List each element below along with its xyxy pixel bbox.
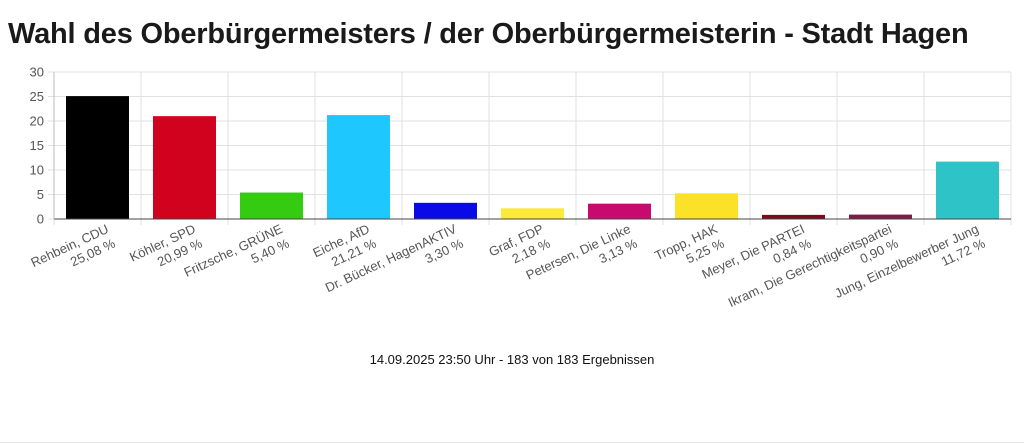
bar bbox=[588, 203, 651, 219]
y-tick-label: 5 bbox=[37, 187, 44, 202]
y-tick-label: 15 bbox=[30, 138, 44, 153]
bar bbox=[675, 193, 738, 219]
bar bbox=[936, 161, 999, 219]
bar bbox=[66, 96, 129, 219]
bar bbox=[153, 116, 216, 219]
bar bbox=[327, 115, 390, 219]
bar bbox=[849, 214, 912, 219]
chart-title: Wahl des Oberbürgermeisters / der Oberbü… bbox=[8, 18, 969, 50]
y-tick-label: 30 bbox=[30, 65, 44, 80]
x-tick-label: Ikram, Die Gerechtigkeitspartei bbox=[726, 221, 894, 310]
y-tick-label: 10 bbox=[30, 163, 44, 178]
y-tick-label: 0 bbox=[37, 212, 44, 227]
bar bbox=[414, 202, 477, 219]
y-tick-label: 25 bbox=[30, 89, 44, 104]
bottom-divider bbox=[0, 442, 1024, 443]
y-tick-label: 20 bbox=[30, 114, 44, 129]
bar bbox=[501, 208, 564, 219]
bar bbox=[240, 192, 303, 219]
bar bbox=[762, 214, 825, 219]
results-status: 14.09.2025 23:50 Uhr - 183 von 183 Ergeb… bbox=[369, 352, 655, 367]
